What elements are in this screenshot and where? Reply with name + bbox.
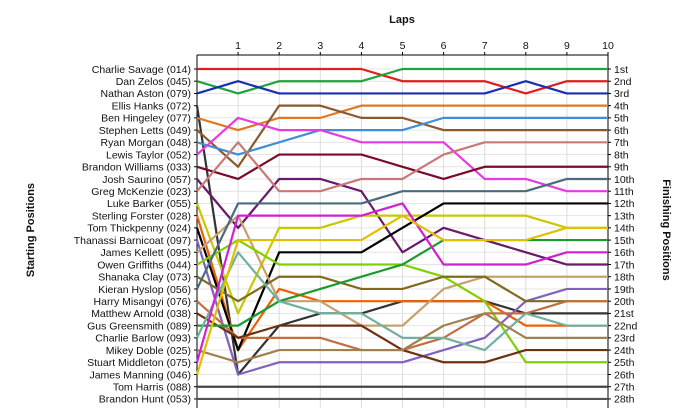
- start-label: Brandon Williams (033): [82, 162, 191, 174]
- series-line: [196, 312, 608, 364]
- finish-label: 9th: [614, 162, 629, 174]
- series-line: [195, 214, 608, 375]
- lap-label: 3: [317, 40, 323, 52]
- lap-label: 10: [602, 40, 614, 52]
- start-label: Shanaka Clay (073): [98, 272, 191, 284]
- start-label: Sterling Forster (028): [92, 210, 191, 222]
- lap-label: 2: [276, 40, 282, 52]
- finish-label: 16th: [614, 247, 635, 259]
- finish-label: 17th: [614, 259, 635, 271]
- start-label: Stephen Letts (049): [99, 125, 191, 137]
- series-line: [196, 67, 608, 95]
- start-label: Tom Thickpenny (024): [87, 223, 191, 235]
- finish-label: 22nd: [614, 320, 638, 332]
- finish-label: 28th: [614, 394, 635, 406]
- finishing-position-labels: 1st2nd3rd4th5th6th7th8th9th10th11th12th1…: [614, 64, 638, 406]
- start-label: Ryan Morgan (048): [101, 137, 191, 149]
- finish-label: 24th: [614, 345, 635, 357]
- finish-label: 5th: [614, 113, 629, 125]
- start-label: Ellis Hanks (072): [112, 100, 191, 112]
- start-label: Owen Griffiths (044): [97, 259, 191, 271]
- series-line: [196, 214, 608, 327]
- lap-label: 1: [235, 40, 241, 52]
- series-line: [196, 177, 608, 266]
- lap-label: 9: [564, 40, 570, 52]
- series-line: [196, 177, 608, 290]
- y-axis-label-right: Finishing Positions: [660, 179, 672, 280]
- start-label: Josh Saurino (057): [102, 174, 191, 186]
- lap-labels: 1 2 3 4 5 6 7 8 9 10: [235, 40, 614, 52]
- start-label: Harry Misangyi (076): [94, 296, 191, 308]
- finish-label: 2nd: [614, 76, 632, 88]
- start-label: Greg McKenzie (023): [91, 186, 191, 198]
- finish-label: 19th: [614, 284, 635, 296]
- start-label: Ben Hingeley (077): [101, 113, 191, 125]
- start-label: Brandon Hunt (053): [99, 394, 191, 406]
- finish-label: 1st: [614, 64, 628, 76]
- series-line: [195, 202, 608, 363]
- finish-label: 18th: [614, 272, 635, 284]
- series-line: [196, 116, 608, 156]
- start-label: Dan Zelos (045): [116, 76, 191, 88]
- series-line: [196, 153, 608, 181]
- lap-label: 7: [482, 40, 488, 52]
- finish-label: 23rd: [614, 333, 635, 345]
- lap-label: 5: [400, 40, 406, 52]
- series-line: [196, 251, 608, 352]
- finish-label: 14th: [614, 223, 635, 235]
- start-label: Charlie Savage (014): [92, 64, 191, 76]
- series-line: [195, 239, 608, 376]
- start-label: Kieran Hyslop (056): [98, 284, 191, 296]
- series-line: [196, 141, 608, 193]
- finish-label: 4th: [614, 100, 629, 112]
- start-label: Thanassi Barnicoat (097): [74, 235, 191, 247]
- start-label: James Kellett (095): [101, 247, 191, 259]
- grid: [197, 55, 609, 408]
- finish-label: 27th: [614, 382, 635, 394]
- start-label: Gus Greensmith (089): [87, 320, 191, 332]
- finish-label: 7th: [614, 137, 629, 149]
- start-label: Matthew Arnold (038): [91, 308, 191, 320]
- finish-label: 8th: [614, 149, 629, 161]
- starting-position-labels: Charlie Savage (014)Dan Zelos (045)Natha…: [74, 64, 191, 406]
- start-label: Nathan Aston (079): [101, 88, 191, 100]
- chart-title: Laps: [389, 14, 415, 26]
- start-label: Luke Barker (055): [107, 198, 191, 210]
- finish-label: 15th: [614, 235, 635, 247]
- series-line: [196, 116, 608, 193]
- finish-label: 11th: [614, 186, 634, 198]
- start-label: Charlie Barlow (093): [95, 333, 191, 345]
- finish-label: 25th: [614, 357, 635, 369]
- series-line: [196, 80, 608, 95]
- finish-label: 10th: [614, 174, 635, 186]
- finish-label: 21st: [614, 308, 634, 320]
- finish-label: 12th: [614, 198, 635, 210]
- lap-label: 4: [358, 40, 364, 52]
- finish-label: 3rd: [614, 88, 629, 100]
- start-label: Lewis Taylor (052): [106, 149, 191, 161]
- finish-label: 6th: [614, 125, 629, 137]
- series-line: [196, 104, 608, 132]
- finish-label: 20th: [614, 296, 635, 308]
- y-axis-label-left: Starting Positions: [25, 183, 37, 277]
- series-line: [197, 238, 608, 327]
- series-lines: [195, 67, 608, 401]
- finish-label: 26th: [614, 369, 635, 381]
- lap-label: 8: [523, 40, 529, 52]
- start-label: James Manning (046): [89, 369, 191, 381]
- start-label: Mikey Doble (025): [106, 345, 191, 357]
- finish-label: 13th: [614, 210, 635, 222]
- start-label: Stuart Middleton (075): [87, 357, 191, 369]
- series-line: [197, 67, 608, 95]
- start-label: Tom Harris (088): [113, 382, 191, 394]
- lap-label: 6: [441, 40, 447, 52]
